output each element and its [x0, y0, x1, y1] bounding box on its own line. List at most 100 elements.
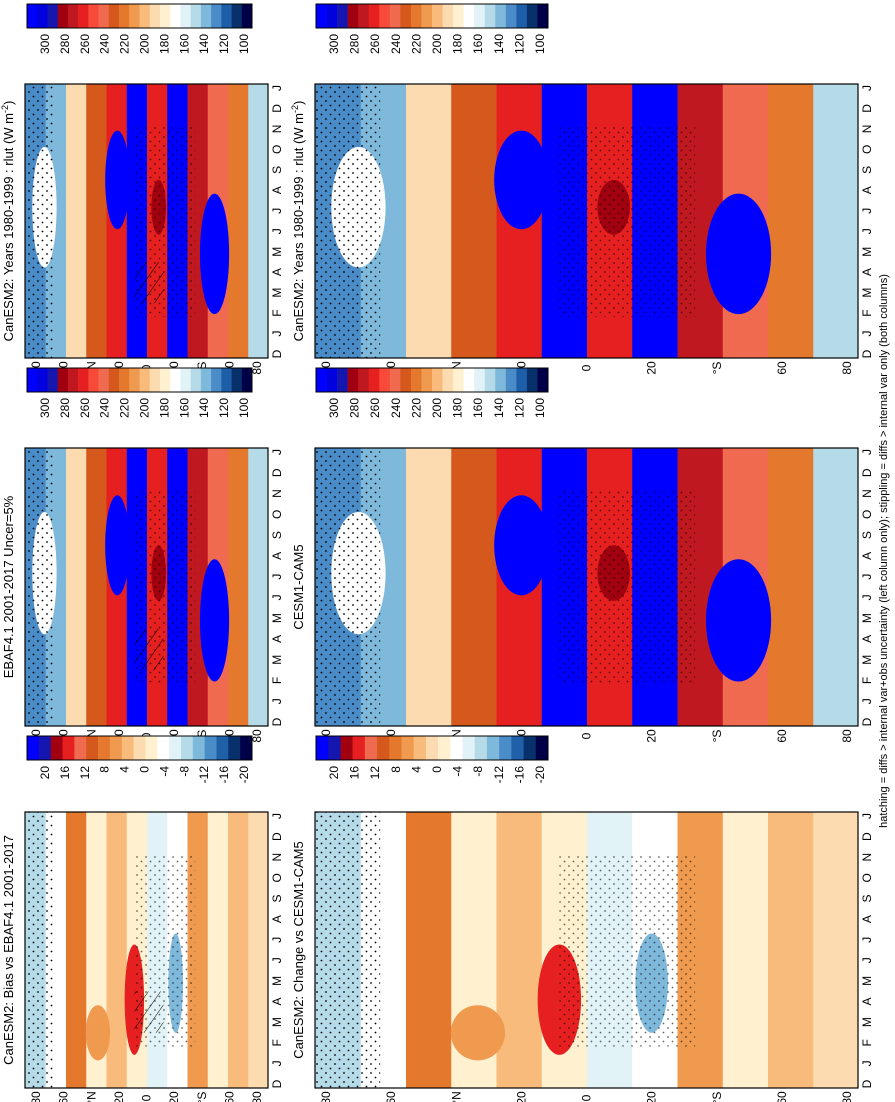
colorbar-swatch: [326, 4, 338, 28]
colorbar-swatch: [78, 368, 89, 392]
colorbar-swatch: [364, 736, 378, 760]
month-tick-label: A: [270, 998, 284, 1006]
colorbar-swatch: [157, 736, 170, 760]
colorbar-swatch: [170, 368, 181, 392]
colorbar-swatch: [453, 4, 464, 28]
heatmap-band: [405, 812, 452, 1088]
hatching: [134, 262, 164, 304]
panel-title: CanESM2: Years 1980-1999 : rlut (W m-2): [0, 101, 16, 342]
colorbar-frame: [26, 367, 253, 393]
month-tick-label: N: [860, 853, 874, 862]
heatmap-plot: [314, 83, 859, 359]
month-tick-label: J: [860, 85, 874, 91]
lat-tick-label: 80: [840, 729, 854, 743]
colorbar: 300 280 260 240 220 200 180 160 140 120 100: [26, 3, 253, 54]
colorbar-swatch: [37, 4, 48, 28]
month-tick-label: D: [860, 104, 874, 113]
month-axis: D J F M A M J J A S O N D J: [860, 813, 874, 1088]
panel-title-main: CanESM2: Years 1980-1999 : rlut (W m: [291, 113, 306, 341]
colorbar-swatch: [425, 736, 439, 760]
colorbar-swatch: [180, 736, 194, 760]
month-tick-label: S: [860, 894, 874, 902]
colorbar-swatch: [211, 4, 222, 28]
colorbar-swatch: [159, 368, 171, 392]
colorbar-tick-label: 12: [78, 766, 92, 780]
heatmap-blob: [494, 495, 549, 596]
colorbar-tick-label: 260: [78, 34, 92, 54]
month-tick-label: M: [860, 247, 874, 257]
month-tick-label: D: [860, 1079, 874, 1088]
month-tick-label: J: [860, 1060, 874, 1066]
month-tick-label: N: [860, 489, 874, 498]
colorbar-tick-label: 280: [58, 34, 72, 54]
heatmap-band: [722, 812, 768, 1088]
colorbar-tick-label: 20: [327, 766, 341, 780]
panel-5: 3002802602402202001801601401201008060°N2…: [291, 367, 874, 743]
month-tick-label: A: [860, 186, 874, 194]
month-tick-label: N: [270, 125, 284, 134]
heatmap-band: [767, 812, 814, 1088]
colorbar-swatch: [462, 736, 476, 760]
colorbar-swatch: [432, 4, 443, 28]
month-tick-label: M: [860, 1017, 874, 1027]
month-tick-label: J: [860, 937, 874, 943]
colorbar-swatch: [438, 736, 451, 760]
month-tick-label: M: [270, 247, 284, 257]
month-tick-label: N: [270, 489, 284, 498]
colorbar-tick-label: 220: [118, 398, 132, 418]
colorbar: 300 280 260 240 220 200 180 160 140 120 100: [315, 3, 549, 54]
colorbar-swatch: [231, 4, 243, 28]
heatmap-blob: [85, 1005, 111, 1061]
panel-4: 3002802602402202001801601401201008060°N2…: [290, 3, 874, 375]
month-tick-label: A: [860, 998, 874, 1006]
heatmap-band: [450, 84, 497, 358]
month-tick-label: J: [860, 331, 874, 337]
colorbar-tick-label: 100: [237, 34, 251, 54]
month-tick-label: M: [860, 655, 874, 665]
colorbar-swatch: [499, 736, 512, 760]
month-tick-label: O: [860, 873, 874, 882]
heatmap-band: [247, 812, 269, 1088]
lat-tick-label: 60: [775, 361, 789, 375]
colorbar-swatch: [62, 736, 75, 760]
colorbar-swatch: [241, 368, 253, 392]
colorbar-swatch: [347, 4, 359, 28]
month-tick-label: J: [270, 331, 284, 337]
stippling: [25, 84, 55, 358]
heatmap-band: [227, 448, 249, 726]
month-tick-label: J: [270, 208, 284, 214]
colorbar-swatch: [139, 368, 151, 392]
colorbar-swatch: [98, 368, 110, 392]
colorbar-swatch: [352, 736, 366, 760]
heatmap-band: [247, 448, 269, 726]
colorbar-swatch: [200, 368, 212, 392]
lat-tick-label: 20: [167, 1091, 181, 1102]
colorbar-swatch: [37, 368, 48, 392]
month-tick-label: J: [270, 957, 284, 963]
lat-tick-label: 80: [840, 1091, 854, 1102]
month-tick-label: A: [270, 186, 284, 194]
month-tick-label: S: [860, 531, 874, 539]
month-tick-label: A: [860, 635, 874, 643]
month-tick-label: J: [860, 449, 874, 455]
colorbar-tick-label: -12: [492, 766, 506, 784]
heatmap-band: [450, 448, 497, 726]
lat-tick-label: °N: [84, 1091, 98, 1102]
colorbar-swatch: [516, 368, 528, 392]
colorbar-swatch: [27, 736, 40, 760]
colorbar-swatch: [535, 736, 549, 760]
colorbar-tick-label: 280: [348, 398, 362, 418]
colorbar-swatch: [47, 368, 58, 392]
colorbar-tick-label: -8: [471, 766, 485, 777]
colorbar-tick-label: 4: [409, 766, 423, 773]
month-tick-label: F: [860, 309, 874, 316]
heatmap-band: [812, 84, 859, 358]
colorbar-swatch: [88, 368, 99, 392]
heatmap-blob: [105, 495, 130, 596]
month-tick-label: J: [270, 574, 284, 580]
plot-frame: [314, 447, 859, 727]
colorbar-swatch: [86, 736, 99, 760]
month-tick-label: D: [270, 468, 284, 477]
month-tick-label: N: [860, 125, 874, 134]
colorbar-tick-label: 200: [430, 34, 444, 54]
